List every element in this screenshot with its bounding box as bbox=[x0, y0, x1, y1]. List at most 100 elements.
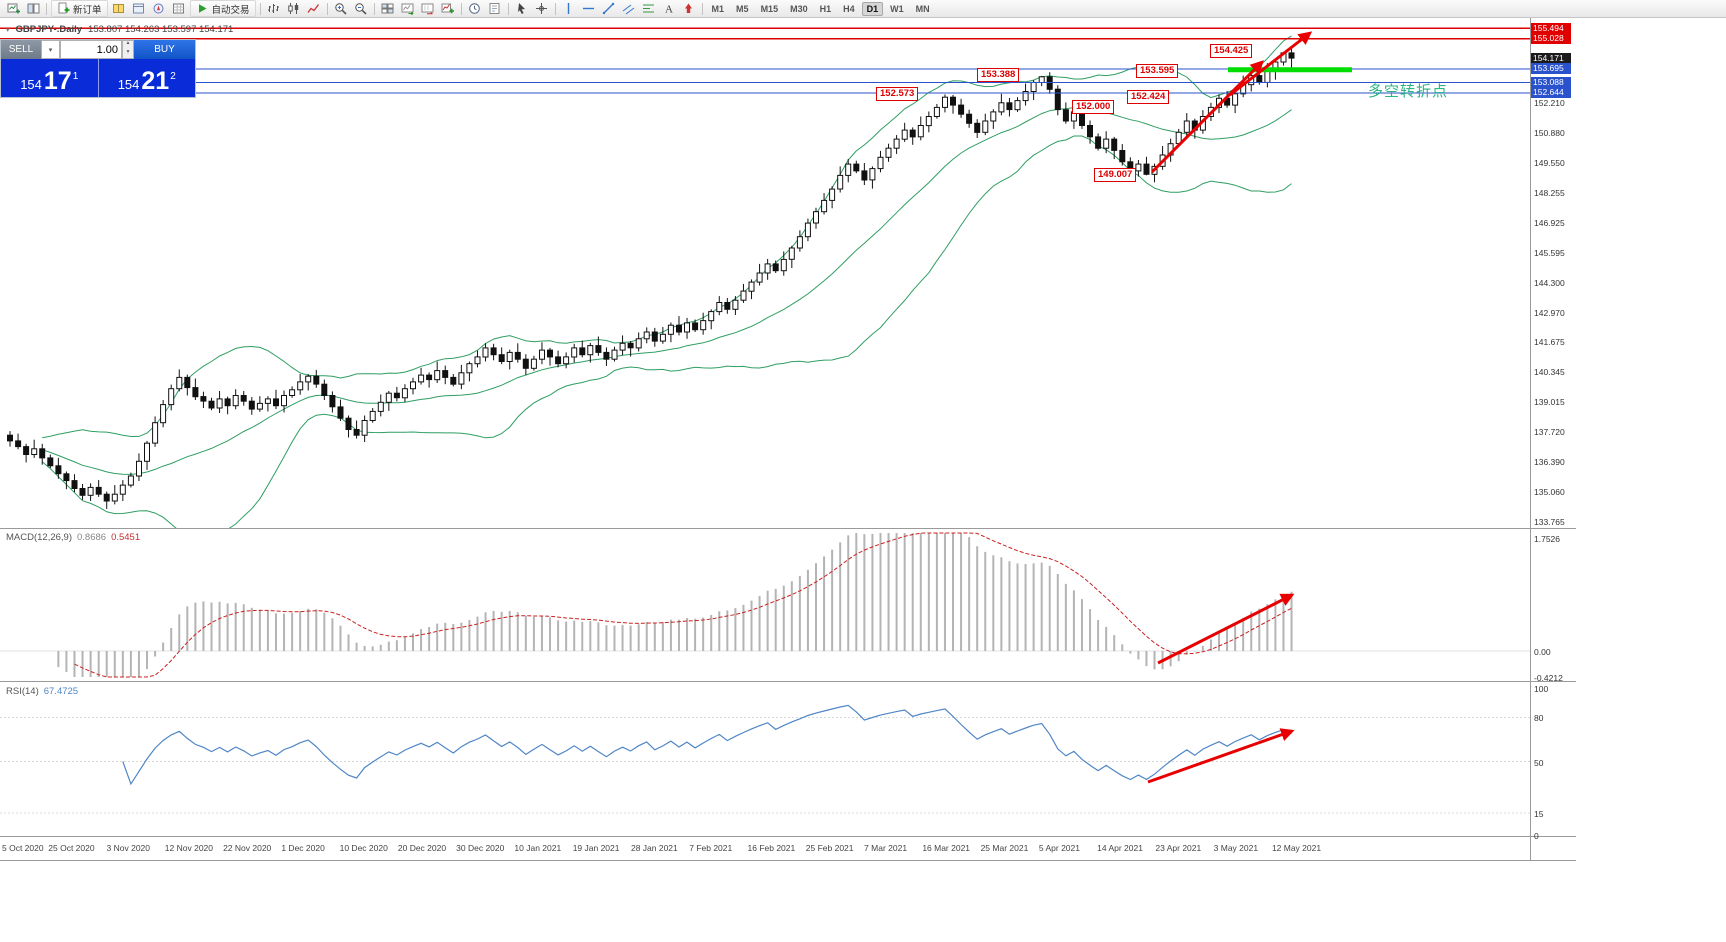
rsi-scale-tick: 80 bbox=[1534, 713, 1544, 723]
arrows-tool-icon bbox=[682, 2, 695, 15]
profiles-icon bbox=[27, 2, 40, 15]
cursor-icon[interactable] bbox=[513, 1, 531, 16]
timeframe-h1[interactable]: H1 bbox=[819, 3, 832, 14]
price-level-box: 155.028 bbox=[1531, 33, 1571, 44]
rsi-value: 67.4725 bbox=[43, 686, 79, 697]
periods-icon bbox=[468, 2, 481, 15]
new-chart-icon[interactable] bbox=[4, 1, 22, 16]
data-window-icon bbox=[132, 2, 145, 15]
crosshair-icon bbox=[535, 2, 548, 15]
auto-scroll-icon bbox=[401, 2, 414, 15]
templates-icon bbox=[488, 2, 501, 15]
navigator-icon[interactable] bbox=[150, 1, 168, 16]
price-annotation[interactable]: 154.425 bbox=[1210, 44, 1253, 58]
timeframe-m5[interactable]: M5 bbox=[736, 3, 749, 14]
text-label-icon[interactable]: A bbox=[660, 1, 678, 16]
stepper-down-icon[interactable]: ▾ bbox=[123, 49, 133, 58]
macd-pane-canvas[interactable] bbox=[0, 529, 1530, 680]
bid-price-point: 1 bbox=[72, 71, 79, 82]
auto-scroll-icon[interactable] bbox=[399, 1, 417, 16]
price-annotation[interactable]: 149.007 bbox=[1094, 168, 1137, 182]
lot-stepper[interactable]: ▴ ▾ bbox=[122, 40, 134, 59]
auto-trading-button[interactable]: 自动交易 bbox=[189, 0, 256, 17]
date-label: 14 Apr 2021 bbox=[1097, 843, 1143, 853]
date-label: 5 Apr 2021 bbox=[1038, 843, 1080, 853]
templates-icon[interactable] bbox=[486, 1, 504, 16]
buy-price-button[interactable]: 154 21 2 bbox=[99, 59, 196, 97]
tile-windows-icon[interactable] bbox=[379, 1, 397, 16]
symbol-dropdown-icon[interactable]: ▾ bbox=[6, 26, 10, 34]
timeframe-mn[interactable]: MN bbox=[915, 3, 930, 14]
date-label: 19 Jan 2021 bbox=[572, 843, 620, 853]
zoom-out-icon[interactable] bbox=[352, 1, 370, 16]
pane-separator[interactable] bbox=[0, 681, 1576, 682]
timeframe-w1[interactable]: W1 bbox=[890, 3, 904, 14]
zoom-in-icon[interactable] bbox=[332, 1, 350, 16]
timeframe-m1[interactable]: M1 bbox=[711, 3, 725, 14]
rsi-pane-canvas[interactable] bbox=[0, 683, 1530, 836]
price-tick: 141.675 bbox=[1534, 337, 1565, 347]
timeframe-m30[interactable]: M30 bbox=[790, 3, 808, 14]
pane-separator[interactable] bbox=[0, 836, 1576, 837]
market-watch-icon[interactable] bbox=[110, 1, 128, 16]
trendline-icon bbox=[602, 2, 615, 15]
chart-shift-icon[interactable] bbox=[419, 1, 437, 16]
timeframe-d1[interactable]: D1 bbox=[861, 1, 884, 16]
rsi-indicator-header: RSI(14) 67.4725 bbox=[6, 686, 78, 697]
rsi-scale-tick: 50 bbox=[1534, 758, 1544, 768]
timeframe-m15[interactable]: M15 bbox=[760, 3, 779, 14]
lot-dropdown[interactable]: ▾ bbox=[41, 40, 60, 59]
main-chart-canvas[interactable] bbox=[0, 18, 1530, 528]
date-label: 12 May 2021 bbox=[1271, 843, 1322, 853]
price-level-box: 154.171 bbox=[1531, 53, 1571, 64]
symbol-header: ▾ GBPJPY-.Daily 153.807 154.263 153.597 … bbox=[6, 24, 233, 35]
channel-icon[interactable] bbox=[620, 1, 638, 16]
price-annotation[interactable]: 153.595 bbox=[1136, 64, 1179, 78]
price-annotation[interactable]: 152.000 bbox=[1072, 100, 1115, 114]
stepper-up-icon[interactable]: ▴ bbox=[123, 40, 133, 50]
buy-button[interactable]: BUY bbox=[134, 40, 195, 59]
time-scale[interactable]: 5 Oct 2020 25 Oct 2020 3 Nov 2020 12 Nov 20… bbox=[0, 836, 1530, 860]
date-label: 30 Dec 2020 bbox=[456, 843, 505, 853]
pane-separator[interactable] bbox=[0, 528, 1576, 529]
trendline-icon[interactable] bbox=[600, 1, 618, 16]
fibonacci-icon bbox=[642, 2, 655, 15]
toolbar-separator bbox=[373, 2, 375, 15]
price-annotation[interactable]: 153.388 bbox=[977, 68, 1020, 82]
sell-button[interactable]: SELL bbox=[1, 40, 41, 59]
profiles-icon[interactable] bbox=[24, 1, 42, 16]
price-annotation[interactable]: 152.424 bbox=[1127, 90, 1170, 104]
line-chart-icon[interactable] bbox=[305, 1, 323, 16]
macd-scale-tick: 0.00 bbox=[1534, 647, 1551, 657]
periods-icon[interactable] bbox=[466, 1, 484, 16]
lot-input[interactable] bbox=[60, 40, 122, 59]
macd-indicator-header: MACD(12,26,9) 0.8686 0.5451 bbox=[6, 532, 140, 543]
new-order-button[interactable]: 新订单 bbox=[51, 0, 108, 17]
svg-text:A: A bbox=[665, 4, 673, 16]
date-label: 16 Feb 2021 bbox=[747, 843, 796, 853]
new-order-icon bbox=[57, 2, 70, 15]
auto-trading-button-label: 自动交易 bbox=[211, 4, 250, 16]
horizontal-line-icon bbox=[582, 2, 595, 15]
data-window-icon[interactable] bbox=[130, 1, 148, 16]
horizontal-line-icon[interactable] bbox=[580, 1, 598, 16]
bar-chart-icon[interactable] bbox=[265, 1, 283, 16]
vertical-line-icon[interactable] bbox=[560, 1, 578, 16]
zoom-in-icon bbox=[334, 2, 347, 15]
price-level-box: 155.494 bbox=[1531, 23, 1571, 34]
candlestick-chart-icon[interactable] bbox=[285, 1, 303, 16]
bid-price-pips: 17 bbox=[43, 67, 72, 95]
timeframe-h4[interactable]: H4 bbox=[843, 3, 855, 14]
chevron-down-icon: ▾ bbox=[48, 46, 53, 54]
navigator-icon bbox=[152, 2, 165, 15]
indicators-icon[interactable] bbox=[439, 1, 457, 16]
crosshair-icon[interactable] bbox=[533, 1, 551, 16]
turning-point-text[interactable]: 多空转折点 bbox=[1368, 83, 1449, 100]
fibonacci-icon[interactable] bbox=[640, 1, 658, 16]
strategy-tester-icon[interactable] bbox=[170, 1, 188, 16]
price-scale[interactable]: 152.210 150.880 149.550 148.255 146.925 145.5… bbox=[1530, 18, 1577, 860]
price-annotation[interactable]: 152.573 bbox=[876, 87, 919, 101]
sell-price-button[interactable]: 154 17 1 bbox=[1, 59, 99, 97]
pane-separator bbox=[0, 860, 1576, 861]
arrows-tool-icon[interactable] bbox=[680, 1, 698, 16]
